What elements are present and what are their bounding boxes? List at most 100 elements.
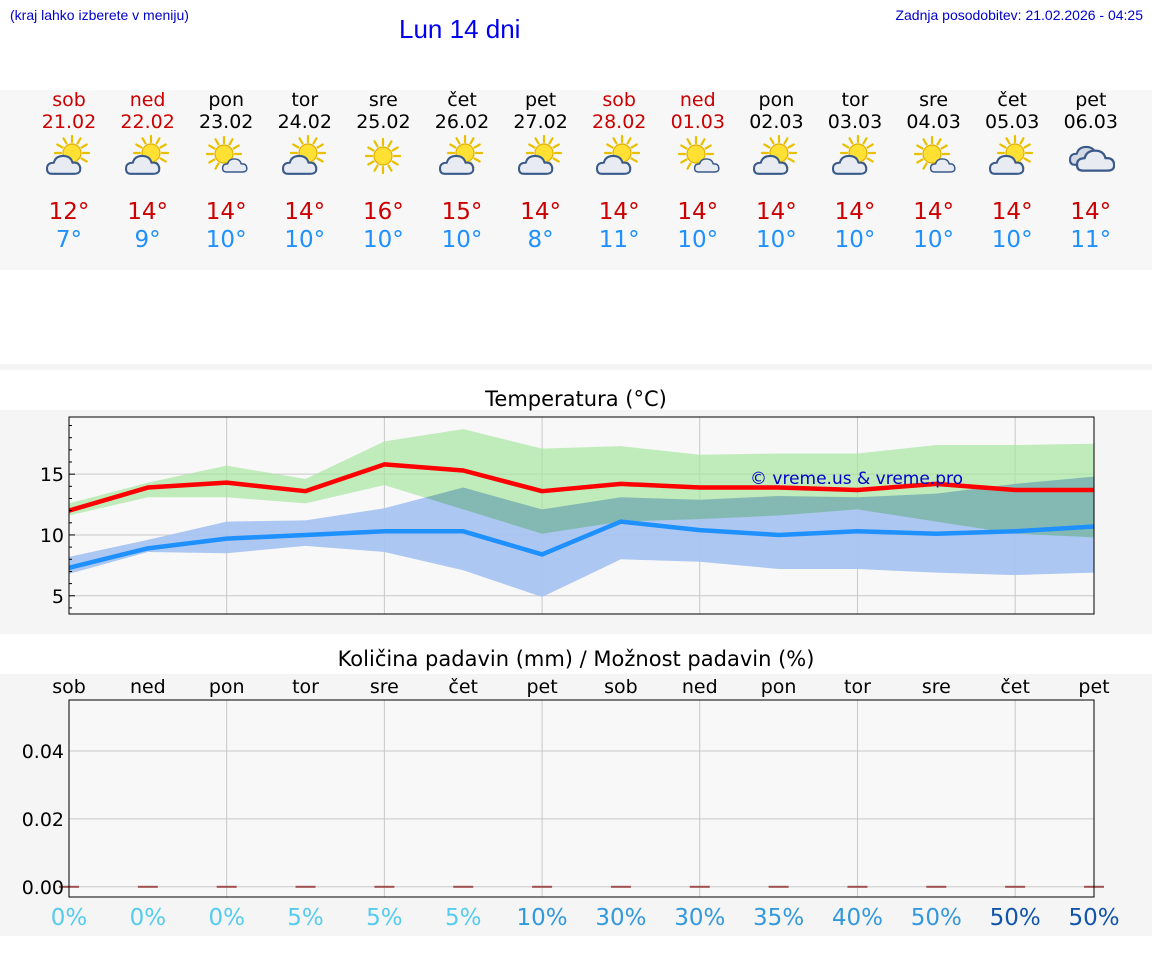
y-tick-label: 10 (40, 525, 64, 547)
x-category-label: sob (52, 676, 86, 698)
y-tick-label: 5 (52, 586, 64, 608)
plot-frame (68, 416, 1095, 615)
day-name: čet (447, 89, 477, 111)
sun-cloud-icon (281, 134, 329, 182)
location-hint: (kraj lahko izberete v meniju) (10, 7, 189, 23)
watermark: © vreme.us & vreme.pro (750, 469, 963, 489)
max-temperature: 14° (284, 199, 326, 225)
day-name: ned (679, 89, 716, 111)
day-name: pet (524, 89, 557, 111)
sun-cloud-icon (988, 134, 1036, 182)
precipitation-probability: 5% (366, 905, 403, 931)
min-temperature: 7° (55, 227, 83, 253)
sun-cloud-icon (595, 134, 643, 182)
min-temperature: 10° (363, 227, 404, 253)
day-date: 01.03 (670, 111, 725, 133)
min-temperature: 10° (677, 227, 719, 253)
sun-cloud-icon (517, 134, 565, 182)
x-category-label: pon (761, 676, 797, 698)
min-temperature: 8° (527, 227, 554, 253)
y-tick-label: 0.04 (22, 741, 64, 763)
x-category-label: pon (209, 676, 245, 698)
day-date: 06.03 (1063, 111, 1118, 133)
precipitation-probability: 10% (516, 905, 568, 931)
x-category-label: pet (1078, 676, 1109, 698)
precipitation-probability: 0% (208, 905, 245, 931)
precipitation-bar (926, 885, 947, 888)
day-date: 24.02 (277, 111, 332, 133)
temperature-chart-title: Temperatura (°C) (485, 387, 667, 411)
day-date: 03.03 (827, 111, 883, 133)
plot-area (69, 700, 1094, 897)
max-temperature: 14° (205, 199, 247, 225)
min-temperature: 9° (134, 227, 161, 253)
max-temperature: 14° (677, 199, 719, 225)
x-category-label: sob (604, 676, 638, 698)
precipitation-bar (137, 885, 158, 888)
day-date: 22.02 (120, 111, 175, 133)
min-temperature: 10° (756, 227, 797, 253)
y-tick-label: 0.02 (22, 809, 64, 831)
day-date: 28.02 (591, 111, 647, 133)
day-date: 27.02 (513, 111, 568, 133)
day-name: pet (1075, 89, 1107, 111)
precipitation-probability: 50% (989, 905, 1041, 931)
temperature-chart: 5 10 15 © vreme.us & vreme.pro (40, 416, 1095, 615)
y-tick-label: 15 (40, 464, 64, 486)
x-category-label: tor (844, 676, 871, 698)
min-temperature: 10° (991, 227, 1033, 253)
daily-forecast-band (0, 90, 1152, 270)
min-temperature: 10° (834, 227, 876, 253)
x-category-label: sre (922, 676, 951, 698)
x-category-label: čet (1000, 676, 1030, 698)
sun-small-cloud-icon (910, 134, 958, 182)
sun-small-cloud-icon (202, 134, 250, 182)
max-temperature: 14° (834, 199, 876, 225)
precipitation-probability: 35% (753, 905, 805, 931)
page-title: Lun 14 dni (399, 14, 521, 44)
min-temperature-line (69, 519, 1094, 570)
max-temperature: 14° (991, 199, 1033, 225)
precipitation-bar (216, 885, 237, 888)
day-name: sob (52, 89, 86, 111)
max-temperature-range (69, 429, 1094, 538)
x-category-label: ned (130, 676, 166, 698)
precipitation-bar (374, 885, 395, 888)
precipitation-probability: 30% (595, 905, 647, 931)
day-name: pon (758, 89, 795, 111)
plot-frame (68, 699, 1095, 898)
precipitation-bar (532, 885, 553, 888)
max-temperature: 14° (913, 199, 954, 225)
day-name: sre (368, 89, 398, 111)
precipitation-bar (689, 885, 710, 888)
separator-band (0, 364, 1152, 370)
x-category-label: tor (292, 676, 319, 698)
x-category-label: sre (370, 676, 399, 698)
day-name: tor (841, 89, 869, 111)
day-date: 25.02 (356, 111, 411, 133)
min-temperature: 11° (1070, 227, 1112, 253)
day-name: sob (602, 89, 636, 111)
min-temperature: 10° (205, 227, 247, 253)
sun-cloud-icon (124, 134, 172, 182)
max-temperature-line (69, 462, 1094, 513)
precipitation-bar (847, 885, 868, 888)
max-temperature: 15° (441, 199, 483, 225)
precipitation-bar (610, 885, 631, 888)
x-category-label: ned (682, 676, 718, 698)
precipitation-chart-title: Količina padavin (mm) / Možnost padavin … (337, 647, 815, 671)
sun-cloud-icon (831, 134, 879, 182)
max-temperature: 14° (520, 199, 561, 225)
max-temperature: 16° (363, 199, 404, 225)
max-temperature: 14° (127, 199, 168, 225)
precipitation-probability: 50% (1068, 905, 1120, 931)
precipitation-probability: 50% (910, 905, 962, 931)
max-temperature: 14° (598, 199, 640, 225)
day-name: pon (208, 89, 245, 111)
precipitation-probability: 40% (831, 905, 884, 931)
day-date: 21.02 (41, 111, 97, 133)
sun-small-cloud-icon (674, 134, 722, 182)
day-date: 04.03 (906, 111, 961, 133)
precipitation-probability: 30% (674, 905, 726, 931)
